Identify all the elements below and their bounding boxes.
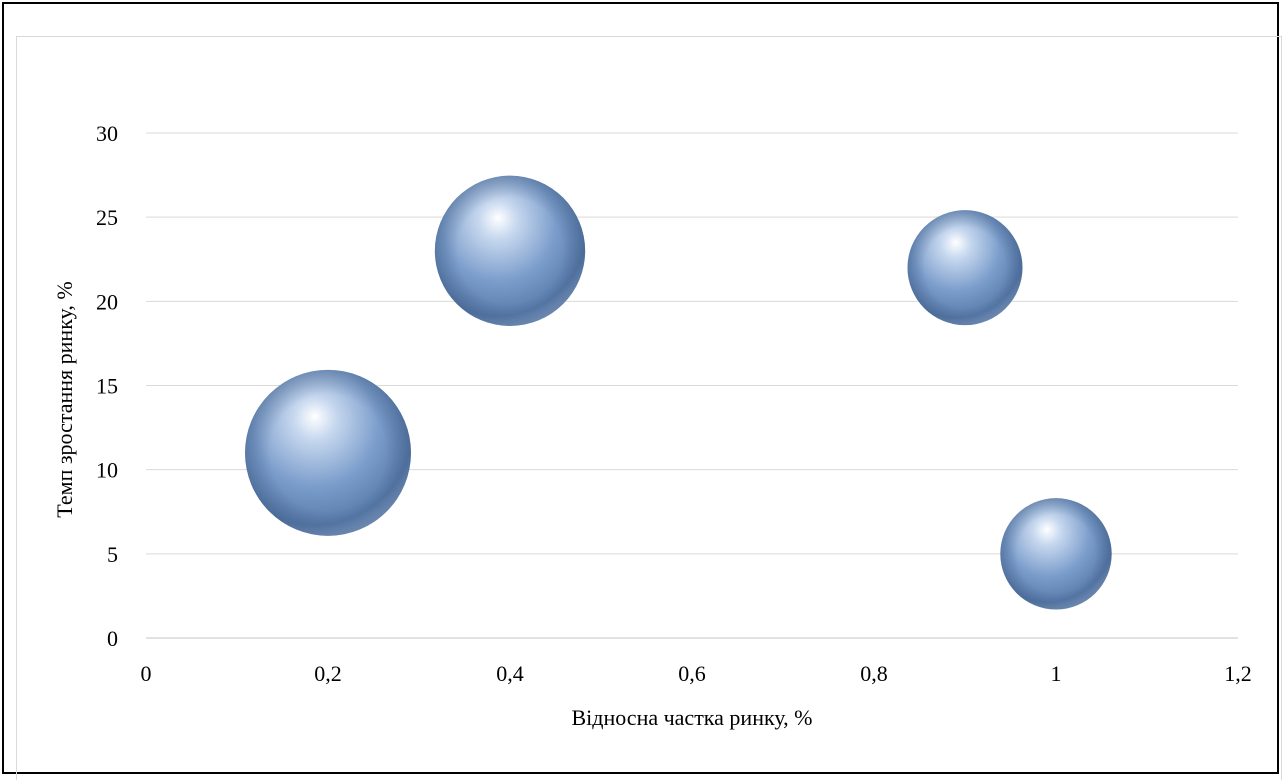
bubble bbox=[1000, 498, 1112, 610]
y-tick-label: 15 bbox=[96, 374, 118, 399]
x-tick-label: 0 bbox=[141, 661, 152, 686]
y-tick-label: 0 bbox=[107, 626, 118, 651]
y-tick-label: 10 bbox=[96, 458, 118, 483]
bubble bbox=[434, 175, 586, 326]
x-tick-label: 1 bbox=[1051, 661, 1062, 686]
y-tick-label: 20 bbox=[96, 289, 118, 314]
y-tick-label: 25 bbox=[96, 205, 118, 230]
x-tick-label: 0,2 bbox=[314, 661, 342, 686]
bubbles bbox=[245, 175, 1112, 610]
bubble bbox=[907, 210, 1023, 326]
y-axis-title: Темп зростання ринку, % bbox=[52, 281, 77, 517]
x-tick-label: 0,8 bbox=[860, 661, 888, 686]
bubble bbox=[245, 369, 411, 536]
x-axis-title: Відносна частка ринку, % bbox=[572, 705, 813, 730]
y-tick-labels: 0 5 10 15 20 25 30 bbox=[96, 121, 118, 651]
x-tick-label: 0,6 bbox=[678, 661, 706, 686]
y-tick-label: 5 bbox=[107, 542, 118, 567]
chart-area bbox=[16, 36, 1282, 780]
x-tick-label: 0,4 bbox=[496, 661, 524, 686]
x-tick-labels: 0 0,2 0,4 0,6 0,8 1 1,2 bbox=[141, 661, 1252, 686]
y-tick-label: 30 bbox=[96, 121, 118, 146]
x-tick-label: 1,2 bbox=[1224, 661, 1252, 686]
